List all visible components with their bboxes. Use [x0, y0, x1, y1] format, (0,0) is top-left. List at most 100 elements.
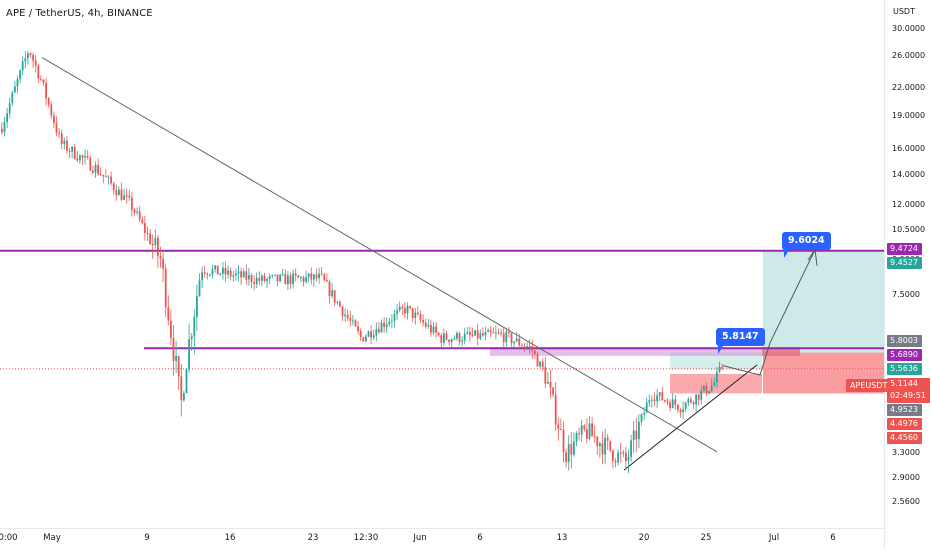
candle-body — [1, 128, 3, 133]
candle-body — [573, 441, 575, 455]
candle-body — [703, 385, 705, 391]
candle-body — [456, 333, 458, 339]
candle-body — [19, 70, 21, 80]
candle-body — [445, 333, 448, 340]
candle-body — [216, 265, 219, 275]
candle-body — [679, 409, 682, 413]
candle-body — [255, 277, 258, 284]
candle-body — [651, 399, 653, 401]
candle-body — [76, 158, 79, 161]
candle-body — [466, 332, 469, 334]
candle-body — [562, 429, 565, 453]
candle-body — [458, 333, 461, 342]
candle-body — [638, 421, 640, 440]
candle-body — [554, 394, 557, 425]
candle-body — [508, 331, 510, 334]
candle-body — [612, 450, 614, 461]
target-callout-1[interactable]: 5.8147 — [716, 328, 765, 354]
candle-body — [339, 301, 341, 307]
candle-body — [284, 274, 287, 285]
candle-body — [66, 140, 68, 151]
last-price-value: 5.1144 — [890, 379, 918, 388]
candle-body — [292, 273, 294, 284]
candle-body — [614, 460, 617, 463]
candle-body — [583, 425, 586, 430]
candle-body — [53, 115, 55, 124]
candle-body — [107, 176, 110, 178]
candle-body — [383, 322, 385, 327]
candle-body — [115, 190, 118, 196]
candle-body — [528, 345, 531, 347]
candle-body — [29, 53, 32, 56]
candle-body — [305, 276, 307, 282]
price-tick-label: 2.9000 — [892, 472, 920, 482]
candle-body — [167, 307, 170, 321]
price-tick-label: 19.0000 — [892, 111, 926, 121]
price-chart[interactable] — [0, 0, 884, 528]
candle-body — [224, 267, 227, 275]
candle-body — [242, 271, 245, 278]
candle-body — [118, 189, 120, 196]
candle-body — [300, 277, 302, 279]
time-axis[interactable] — [0, 528, 884, 551]
candle-body — [487, 330, 489, 332]
candle-body — [362, 337, 365, 342]
candle-body — [287, 275, 289, 285]
candle-body — [144, 223, 146, 233]
candle-body — [21, 61, 24, 71]
candle-body — [526, 346, 528, 348]
candle-body — [281, 274, 284, 276]
candle-body — [3, 122, 6, 133]
time-tick-label: 0:00 — [0, 533, 18, 543]
candle-body — [370, 331, 372, 338]
candle-body — [367, 331, 370, 337]
candle-body — [55, 123, 58, 133]
candle-body — [138, 211, 141, 220]
candle-body — [318, 273, 320, 279]
candle-body — [279, 274, 281, 281]
candle-body — [84, 156, 86, 158]
candle-body — [710, 385, 713, 392]
price-tick-label: 16.0000 — [892, 144, 926, 154]
candle-body — [534, 351, 536, 354]
candle-body — [625, 452, 627, 461]
time-tick-label: 12:30 — [353, 533, 379, 543]
candle-body — [214, 265, 216, 270]
candle-body — [721, 366, 723, 369]
candle-body — [180, 376, 183, 401]
candle-body — [690, 399, 692, 403]
candle-body — [86, 156, 89, 158]
price-tick-label: 12.0000 — [892, 199, 926, 209]
symbol-header: APE / TetherUS, 4h, BINANCE — [6, 8, 153, 19]
candle-body — [297, 275, 300, 278]
candle-body — [328, 281, 331, 297]
candle-body — [123, 195, 125, 200]
candle-body — [523, 346, 526, 348]
candle-body — [27, 53, 29, 59]
time-tick-label: 25 — [700, 533, 712, 543]
candle-body — [276, 274, 279, 281]
candle-body — [372, 335, 375, 338]
candle-body — [89, 157, 92, 171]
candle-body — [320, 273, 323, 275]
candle-body — [63, 140, 66, 144]
candle-body — [11, 92, 14, 104]
candle-body — [398, 306, 401, 311]
candle-body — [380, 322, 383, 333]
candle-body — [159, 256, 162, 259]
candle-body — [354, 320, 357, 327]
candle-body — [120, 189, 123, 200]
candle-body — [635, 430, 638, 440]
candle-body — [203, 272, 206, 274]
candle-body — [336, 301, 339, 303]
price-label-stop-lower: 4.4560 — [887, 432, 922, 444]
candle-body — [211, 269, 214, 275]
candle-body — [708, 391, 710, 394]
candle-body — [232, 275, 235, 277]
candle-body — [692, 402, 695, 405]
candle-body — [586, 429, 588, 439]
target-callout-2[interactable]: 9.6024 — [782, 232, 831, 258]
candle-body — [596, 436, 599, 447]
currency-label: USDT — [893, 7, 915, 16]
